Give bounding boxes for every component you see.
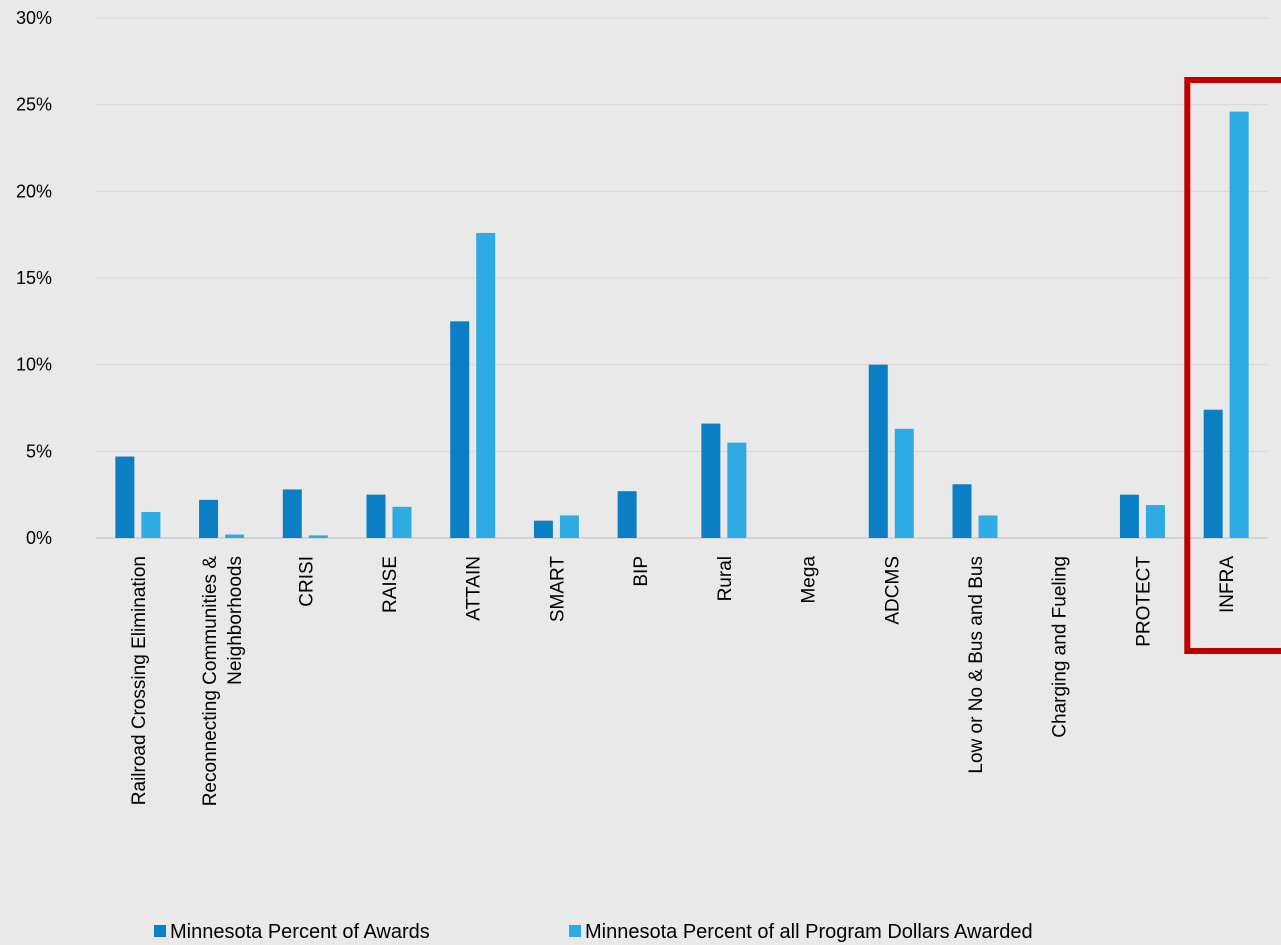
x-category-label: ADCMS: [882, 556, 903, 625]
bar-awards: [533, 520, 553, 538]
bar-dollars: [727, 442, 747, 538]
bar-dollars: [141, 512, 161, 538]
legend-label: Minnesota Percent of all Program Dollars…: [585, 921, 1033, 943]
x-category-label: RAISE: [380, 556, 401, 613]
bar-awards: [617, 491, 637, 538]
bars: [115, 111, 1249, 538]
bar-awards: [199, 499, 219, 538]
x-category-label: Charging and Fueling: [1050, 556, 1071, 738]
bar-awards: [1203, 409, 1223, 538]
bar-awards: [1119, 494, 1139, 538]
bar-dollars: [392, 506, 412, 538]
gridlines: [96, 17, 1268, 539]
x-category-label: Low or No & Bus and Bus: [966, 556, 987, 774]
x-category-label: PROTECT: [1133, 556, 1154, 647]
x-category-label: CRISI: [296, 556, 317, 607]
x-category-label: INFRA: [1217, 556, 1238, 613]
x-category-label: SMART: [547, 556, 568, 623]
x-category-label: BIP: [631, 556, 652, 587]
x-category-label: Mega: [799, 556, 820, 604]
legend-swatch: [154, 925, 166, 937]
bar-dollars: [476, 232, 496, 538]
y-tick-label: 10%: [16, 355, 52, 375]
legend-swatch: [569, 925, 581, 937]
y-tick-label: 0%: [26, 528, 52, 548]
bar-awards: [701, 423, 721, 538]
bar-awards: [868, 364, 888, 538]
y-tick-label: 15%: [16, 268, 52, 288]
x-category-label: Railroad Crossing Elimination: [129, 556, 150, 805]
y-tick-label: 25%: [16, 95, 52, 115]
bar-awards: [952, 484, 972, 538]
bar-dollars: [559, 515, 579, 538]
bar-dollars: [225, 534, 245, 538]
x-axis-labels: Railroad Crossing Elimination Reconnectin…: [129, 556, 1238, 807]
y-tick-label: 30%: [16, 8, 52, 28]
x-category-label: ATTAIN: [464, 556, 485, 621]
bar-awards: [366, 494, 386, 538]
y-tick-label: 5%: [26, 441, 52, 461]
x-category-label: Rural: [715, 556, 736, 601]
legend: Minnesota Percent of Awards Minnesota Per…: [154, 921, 1033, 943]
bar-dollars: [1229, 111, 1249, 538]
bar-dollars: [1145, 505, 1165, 538]
bar-awards: [282, 489, 302, 538]
x-category-label: Neighborhoods: [225, 556, 246, 685]
legend-label: Minnesota Percent of Awards: [170, 921, 430, 943]
bar-dollars: [308, 535, 328, 538]
y-tick-label: 20%: [16, 181, 52, 201]
highlight-box: [1184, 77, 1281, 654]
x-category-label: Reconnecting Communities &: [200, 556, 221, 807]
infra-highlight-box: [1184, 77, 1281, 654]
bar-awards: [450, 321, 470, 538]
bar-dollars: [894, 428, 914, 538]
y-axis-ticks: 0% 5% 10% 15% 20% 25% 30%: [16, 8, 52, 548]
bar-dollars: [978, 515, 998, 538]
bar-awards: [115, 456, 135, 538]
